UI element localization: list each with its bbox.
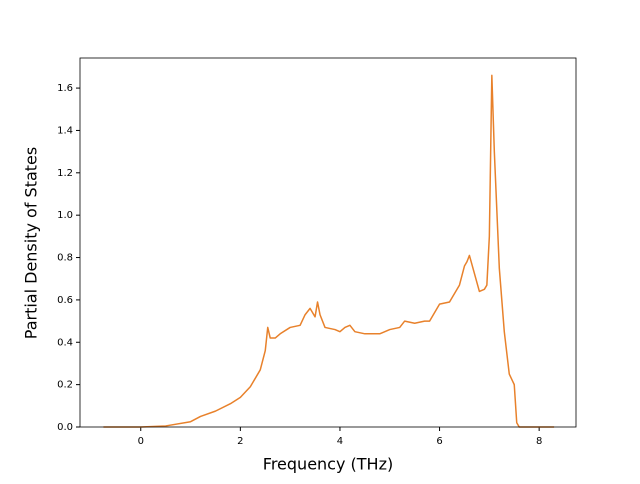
x-tick-label: 0 [138, 436, 144, 447]
x-tick-label: 6 [436, 436, 442, 447]
x-tick-label: 8 [536, 436, 542, 447]
plot-frame [79, 57, 577, 428]
y-tick-label: 0.2 [57, 380, 73, 391]
y-tick-label: 1.0 [57, 210, 73, 221]
y-tick-label: 0.6 [57, 295, 73, 306]
y-tick-label: 1.2 [57, 168, 73, 179]
y-tick-label: 0.4 [57, 337, 73, 348]
data-line [103, 74, 555, 428]
y-axis-label: Partial Density of States [22, 147, 41, 339]
y-tick-label: 0.0 [57, 422, 73, 433]
x-tick-label: 2 [237, 436, 243, 447]
y-tick-label: 1.4 [57, 125, 73, 136]
y-tick-label: 0.8 [57, 253, 73, 264]
x-tick-label: 4 [337, 436, 343, 447]
x-axis-label: Frequency (THz) [263, 455, 393, 474]
y-tick-label: 1.6 [57, 83, 73, 94]
